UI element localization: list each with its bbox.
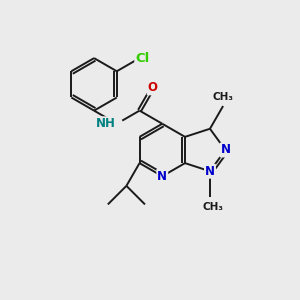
Text: NH: NH: [95, 117, 115, 130]
Text: N: N: [157, 170, 167, 183]
Text: Cl: Cl: [135, 52, 150, 64]
Text: CH₃: CH₃: [213, 92, 234, 102]
Text: O: O: [148, 81, 158, 94]
Text: N: N: [220, 143, 230, 157]
Text: N: N: [205, 165, 215, 178]
Text: CH₃: CH₃: [202, 202, 224, 212]
